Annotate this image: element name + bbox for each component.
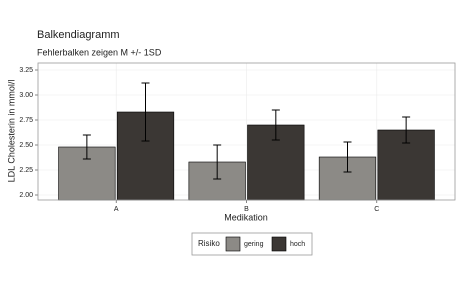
error-bar — [141, 82, 150, 142]
bar — [58, 146, 116, 201]
error-bar — [402, 116, 411, 144]
legend-label: hoch — [290, 241, 305, 248]
legend-title: Risiko — [198, 239, 220, 248]
y-axis-label: LDL Cholesterin in mmol/l — [6, 80, 16, 183]
error-bar — [271, 109, 280, 141]
x-tick-label: C — [374, 206, 379, 213]
y-tick-label: 3.25 — [19, 67, 33, 74]
legend-swatch — [225, 236, 241, 252]
chart-title: Balkendiagramm — [37, 29, 120, 41]
y-tick-label: 2.75 — [19, 117, 33, 124]
y-tick-label: 2.50 — [19, 142, 33, 149]
y-tick-label: 3.00 — [19, 92, 33, 99]
x-axis-label: Medikation — [224, 212, 268, 222]
y-tick-label: 2.00 — [19, 192, 33, 199]
panel-border — [37, 62, 456, 201]
legend-swatch — [271, 236, 287, 252]
error-bar — [213, 144, 222, 180]
x-tick-label: B — [244, 206, 249, 213]
error-bar — [82, 134, 91, 160]
chart-subtitle: Fehlerbalken zeigen M +/- 1SD — [37, 47, 162, 57]
error-bar — [343, 141, 352, 173]
x-tick-label: A — [114, 206, 119, 213]
y-tick-label: 2.25 — [19, 167, 33, 174]
legend-label: gering — [244, 241, 264, 248]
